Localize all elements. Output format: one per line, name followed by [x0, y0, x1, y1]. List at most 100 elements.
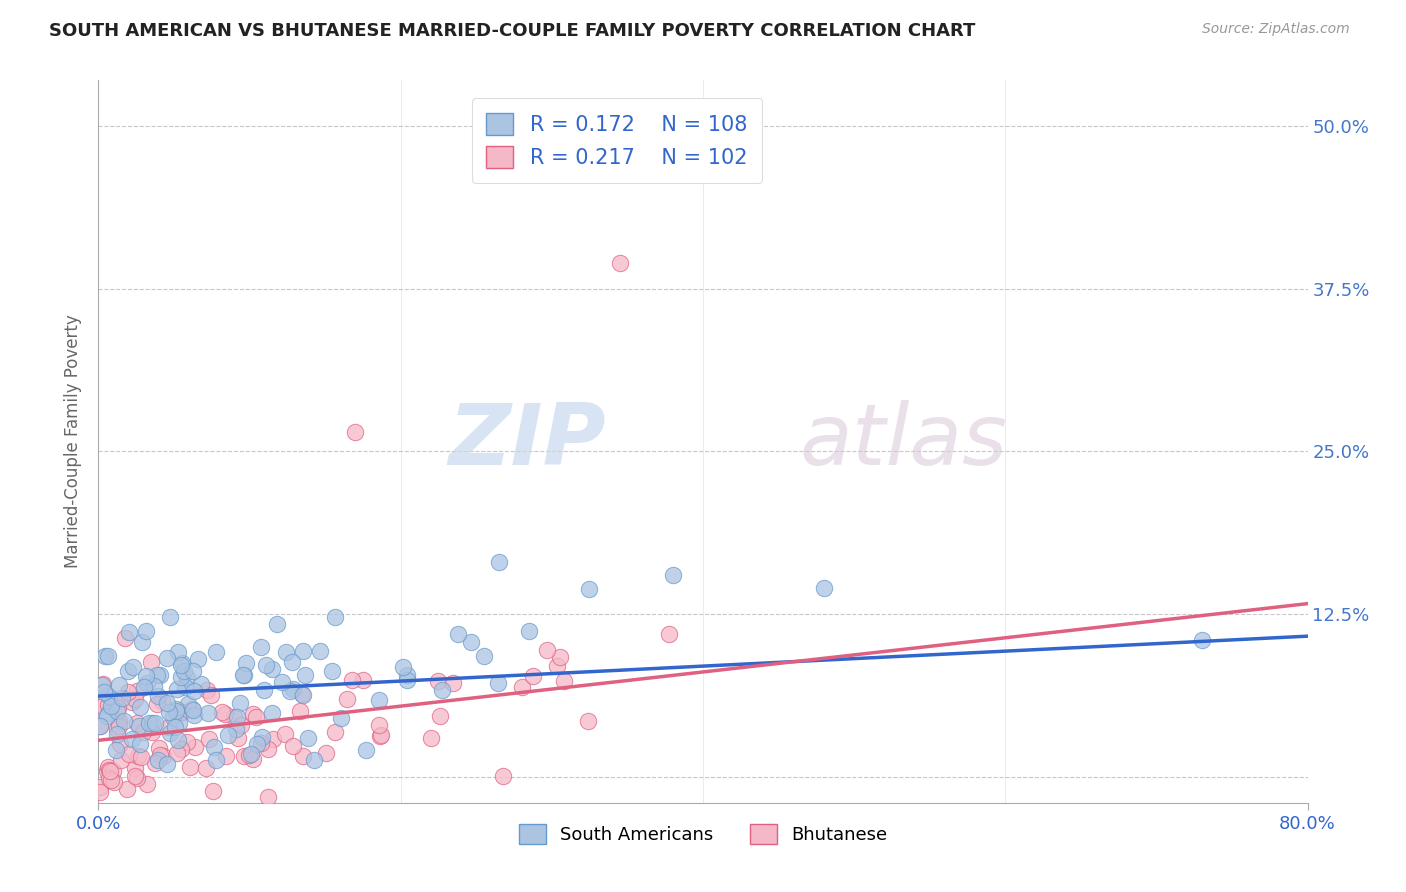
Point — [135, 669, 157, 683]
Point — [135, 624, 157, 639]
Point — [129, 700, 152, 714]
Point — [352, 673, 374, 687]
Point — [297, 731, 319, 746]
Point — [105, 704, 128, 718]
Point — [163, 720, 186, 734]
Point — [229, 696, 252, 710]
Point — [159, 726, 181, 740]
Point — [367, 692, 389, 706]
Point — [124, 769, 146, 783]
Point — [231, 718, 253, 732]
Point — [96, 764, 118, 779]
Point — [281, 655, 304, 669]
Point — [278, 684, 301, 698]
Point — [108, 737, 131, 751]
Point — [103, 693, 125, 707]
Point — [152, 748, 174, 763]
Point — [281, 682, 304, 697]
Point — [242, 707, 264, 722]
Point — [124, 761, 146, 775]
Point — [288, 704, 311, 718]
Point — [166, 746, 188, 760]
Point — [97, 706, 120, 720]
Point — [336, 692, 359, 706]
Point — [121, 659, 143, 673]
Point — [111, 691, 134, 706]
Point — [112, 714, 135, 728]
Point — [429, 709, 451, 723]
Point — [578, 582, 600, 597]
Point — [98, 763, 121, 777]
Point — [121, 732, 143, 747]
Point — [517, 624, 540, 638]
Point — [356, 743, 378, 757]
Point — [395, 673, 418, 687]
Point — [396, 668, 419, 682]
Point — [128, 718, 150, 732]
Point — [145, 697, 167, 711]
Point — [114, 631, 136, 645]
Point — [522, 669, 544, 683]
Y-axis label: Married-Couple Family Poverty: Married-Couple Family Poverty — [65, 315, 83, 568]
Point — [308, 644, 330, 658]
Point — [159, 610, 181, 624]
Point — [176, 735, 198, 749]
Point — [262, 731, 284, 746]
Point — [240, 747, 263, 761]
Point — [110, 753, 132, 767]
Point — [266, 616, 288, 631]
Point — [125, 715, 148, 730]
Point — [91, 698, 114, 713]
Point — [141, 725, 163, 739]
Point — [96, 709, 118, 723]
Point — [169, 705, 191, 719]
Point — [143, 679, 166, 693]
Point — [98, 764, 121, 778]
Point — [198, 731, 221, 746]
Point — [661, 568, 683, 582]
Point — [170, 705, 193, 719]
Point — [184, 739, 207, 754]
Point — [249, 736, 271, 750]
Point — [118, 624, 141, 639]
Point — [291, 687, 314, 701]
Point — [105, 722, 128, 736]
Point — [419, 731, 441, 745]
Point — [368, 729, 391, 743]
Point — [108, 719, 131, 733]
Legend: South Americans, Bhutanese: South Americans, Bhutanese — [512, 817, 894, 852]
Point — [249, 640, 271, 654]
Point — [205, 645, 228, 659]
Point — [143, 715, 166, 730]
Point — [148, 689, 170, 703]
Text: atlas: atlas — [800, 400, 1008, 483]
Point — [146, 753, 169, 767]
Point — [107, 714, 129, 729]
Point — [323, 724, 346, 739]
Point — [492, 768, 515, 782]
Point — [281, 739, 304, 754]
Point — [271, 674, 294, 689]
Point — [103, 775, 125, 789]
Point — [274, 726, 297, 740]
Point — [233, 667, 256, 681]
Point — [93, 684, 115, 698]
Point — [117, 665, 139, 679]
Point — [553, 674, 575, 689]
Point — [609, 255, 631, 269]
Point — [205, 753, 228, 767]
Point — [548, 650, 571, 665]
Point — [169, 670, 191, 684]
Point — [447, 627, 470, 641]
Point — [127, 749, 149, 764]
Point — [249, 812, 271, 826]
Point — [129, 737, 152, 751]
Point — [214, 706, 236, 721]
Point — [200, 688, 222, 702]
Point — [94, 648, 117, 663]
Point — [128, 820, 150, 834]
Point — [195, 683, 218, 698]
Point — [472, 649, 495, 664]
Point — [169, 742, 191, 756]
Point — [122, 822, 145, 836]
